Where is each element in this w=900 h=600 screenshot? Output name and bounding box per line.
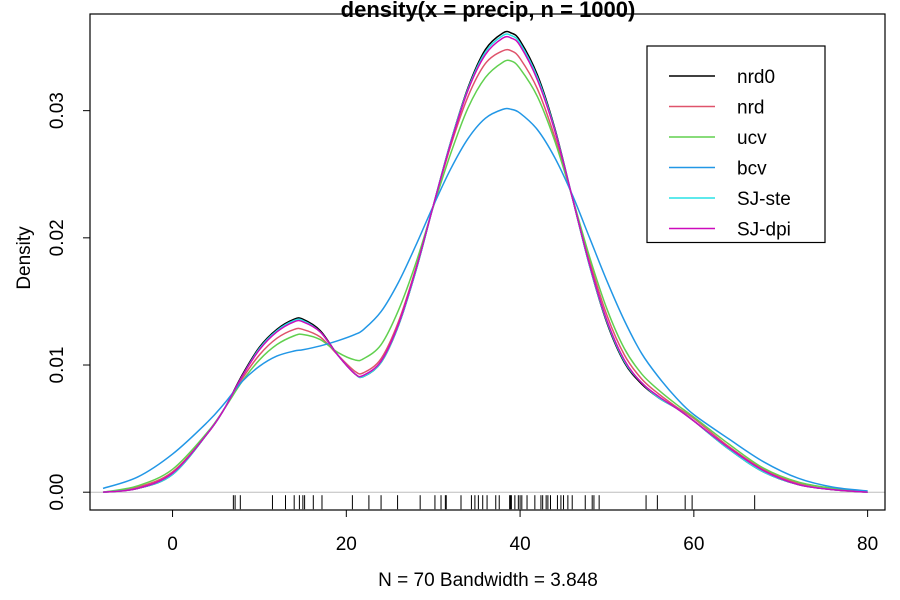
x-tick-label: 60 [683,534,704,555]
y-axis-title: Density [14,226,35,290]
legend-label: SJ-dpi [737,220,791,241]
x-axis: 0 20 40 60 80 [167,509,878,555]
y-tick-label: 0.02 [47,219,68,256]
series-line-bcv [102,107,868,492]
x-axis-title: N = 70 Bandwidth = 3.848 [378,570,598,591]
series-line-nrd [102,48,868,493]
legend-box [646,45,826,244]
legend-label: nrd [737,98,764,119]
y-tick-label: 0.03 [47,92,68,129]
legend-label: ucv [737,128,767,149]
series-line-ucv [102,59,868,493]
legend-label: nrd0 [737,67,775,88]
y-axis: 0.00 0.01 0.02 0.03 [47,92,91,511]
legend-label: bcv [737,159,767,180]
y-tick-label: 0.01 [47,347,68,384]
density-curves [102,30,868,493]
x-tick-label: 80 [857,534,878,555]
y-tick-label: 0.00 [47,474,68,511]
rug-marks [232,495,756,510]
series-line-sj-dpi [102,35,868,493]
legend: nrd0 nrd ucv bcv SJ-ste SJ-dpi [646,45,826,244]
x-tick-label: 40 [510,534,531,555]
legend-label: SJ-ste [737,189,791,210]
x-tick-label: 0 [167,534,178,555]
x-tick-label: 20 [336,534,357,555]
chart-title: density(x = precip, n = 1000) [341,0,636,22]
